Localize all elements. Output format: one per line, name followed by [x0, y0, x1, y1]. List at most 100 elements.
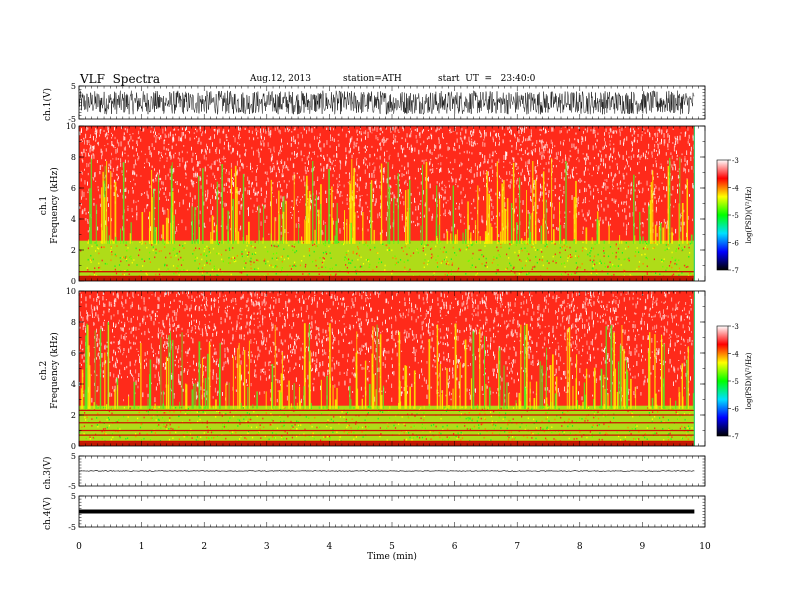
ch1-spectrogram-low-band-texture — [450, 273, 452, 275]
ch1-spectrogram-speckle — [261, 135, 262, 140]
ch1-spectrogram-speckle — [251, 170, 253, 173]
ch2-spectrogram-speckle — [139, 356, 141, 360]
ch2-spectrogram-speckle — [575, 318, 576, 323]
ch1-spectrogram-speckle — [330, 139, 332, 142]
ch1-spectrogram-speckle — [521, 168, 523, 173]
ch2-spectrogram-speckle — [286, 395, 288, 401]
ch1-spectrogram-speckle — [204, 166, 206, 172]
ch1-spectrogram-speckle — [589, 185, 591, 189]
ch1-spectrogram-speckle — [383, 138, 385, 144]
ch1-spectrogram-low-band-texture — [209, 249, 211, 251]
ch1-spectrogram-burst — [320, 204, 322, 244]
ch1-spectrogram-low-band-texture — [203, 253, 205, 255]
ch1-spectrogram-speckle — [228, 171, 230, 175]
ch1-spectrogram-speckle — [154, 126, 155, 132]
ch1-spectrogram-low-band-texture — [607, 265, 609, 268]
ch1-spectrogram-low-band-texture — [247, 254, 249, 256]
ch1-spectrogram-speckle — [473, 129, 475, 134]
ch2-spectrogram-speckle — [205, 297, 207, 300]
ch1-spectrogram-speckle — [499, 191, 500, 197]
ch1-spectrogram-speckle — [616, 130, 618, 134]
ch1-spectrogram-speckle — [614, 200, 616, 204]
ch1-spectrogram-speckle — [451, 226, 453, 232]
ch2-spectrogram-speckle — [97, 353, 99, 357]
ch1-spectrogram-speckle — [601, 171, 603, 175]
ch1-spectrogram-speckle — [185, 172, 187, 175]
ch1-spectrogram-low-band-texture — [98, 252, 100, 255]
ch2-spectrogram-speckle — [306, 305, 308, 310]
ch1-spectrogram-speckle — [117, 147, 118, 153]
ch1-spectrogram-low-band-texture — [164, 246, 166, 248]
ch2-spectrogram-speckle — [586, 311, 587, 315]
ch1-spectrogram-y-tick-label: 10 — [66, 122, 76, 131]
ch2-spectrogram-speckle — [504, 320, 506, 325]
ch1-spectrogram-speckle — [173, 137, 175, 142]
ch1-spectrogram-speckle — [103, 130, 105, 132]
ch1-spectrogram-low-band-texture — [590, 272, 592, 275]
ch1-spectrogram-low-band-texture — [592, 267, 594, 270]
ch1-spectrogram-speckle — [314, 198, 316, 201]
ch1-spectrogram-speckle — [439, 153, 441, 157]
ch1-spectrogram-burst — [122, 162, 125, 244]
ch1-spectrogram-speckle — [391, 166, 393, 169]
ch1-spectrogram-speckle — [81, 192, 83, 198]
ch1-spectrogram-speckle — [379, 133, 381, 136]
ch1-spectrogram-speckle — [595, 142, 596, 146]
ch1-spectrogram-low-band-texture — [426, 263, 429, 266]
ch1-spectrogram-speckle — [520, 127, 522, 130]
ch1-spectrogram-speckle — [333, 170, 335, 172]
ch1-spectrogram-speckle — [144, 162, 145, 164]
ch1-spectrogram-low-band-texture — [652, 247, 654, 250]
ch1-spectrogram-speckle — [518, 172, 519, 175]
ch1-spectrogram-low-band-texture — [433, 272, 435, 274]
ch2-spectrogram-speckle — [640, 392, 642, 396]
ch1-spectrogram-low-band-texture — [496, 269, 498, 271]
ch1-spectrogram-speckle — [279, 183, 281, 188]
ch1-spectrogram-speckle — [509, 139, 511, 142]
ch1-spectrogram-speckle — [507, 127, 509, 131]
ch1-spectrogram-speckle — [125, 187, 127, 192]
ch1-spectrogram-speckle — [647, 151, 649, 155]
ch1-spectrogram-speckle — [80, 178, 82, 182]
ch1-spectrogram-burst — [353, 168, 355, 244]
ch1-spectrogram-speckle — [389, 177, 391, 180]
ch2-spectrogram-speckle — [527, 349, 529, 355]
ch1-spectrogram-low-band-texture — [675, 250, 677, 252]
ch1-spectrogram-low-band-texture — [472, 243, 474, 245]
ch1-spectrogram-speckle — [96, 160, 98, 164]
ch1-spectrogram-burst — [553, 229, 555, 244]
ch2-spectrogram-speckle — [326, 338, 327, 342]
ch2-spectrogram-speckle — [183, 370, 185, 373]
ch1-spectrogram-speckle — [397, 176, 398, 180]
ch1-spectrogram-speckle — [576, 158, 577, 160]
ch1-spectrogram-low-band-texture — [508, 247, 510, 250]
ch1-spectrogram-speckle — [255, 193, 257, 195]
ch1-spectrogram-burst — [573, 239, 575, 244]
ch1-spectrogram-speckle — [165, 187, 166, 191]
ch1-spectrogram-speckle — [463, 151, 465, 154]
ch1-spectrogram-burst — [102, 171, 104, 244]
ch1-spectrogram-speckle — [293, 140, 295, 142]
ch1-spectrogram-speckle — [277, 162, 279, 164]
ch1-spectrogram-low-band-texture — [182, 245, 184, 247]
ch1-spectrogram-speckle — [554, 194, 556, 197]
ch2-spectrogram-speckle — [637, 300, 639, 305]
ch2-spectrogram-speckle — [96, 374, 98, 377]
ch1-spectrogram-speckle — [253, 150, 254, 156]
ch1-spectrogram-speckle — [609, 223, 611, 226]
ch1-spectrogram-low-band-texture — [493, 256, 495, 258]
ch1-spectrogram-speckle — [89, 162, 91, 164]
ch2-spectrogram-speckle — [164, 366, 166, 370]
ch1-spectrogram-speckle — [87, 221, 89, 224]
ch1-spectrogram-speckle — [569, 211, 571, 213]
ch1-spectrogram-low-band-texture — [369, 249, 371, 251]
ch1-spectrogram-burst — [236, 187, 238, 244]
ch2-spectrogram-speckle — [360, 321, 362, 325]
ch1-spectrogram-speckle — [364, 151, 366, 153]
ch1-spectrogram-speckle — [137, 137, 139, 139]
ch1-spectrogram-speckle — [584, 197, 586, 201]
ch1-spectrogram-low-band-texture — [399, 259, 402, 261]
ch1-spectrogram-speckle — [410, 132, 412, 135]
ch1-spectrogram-speckle — [356, 129, 358, 132]
ch1-spectrogram-speckle — [464, 135, 466, 140]
